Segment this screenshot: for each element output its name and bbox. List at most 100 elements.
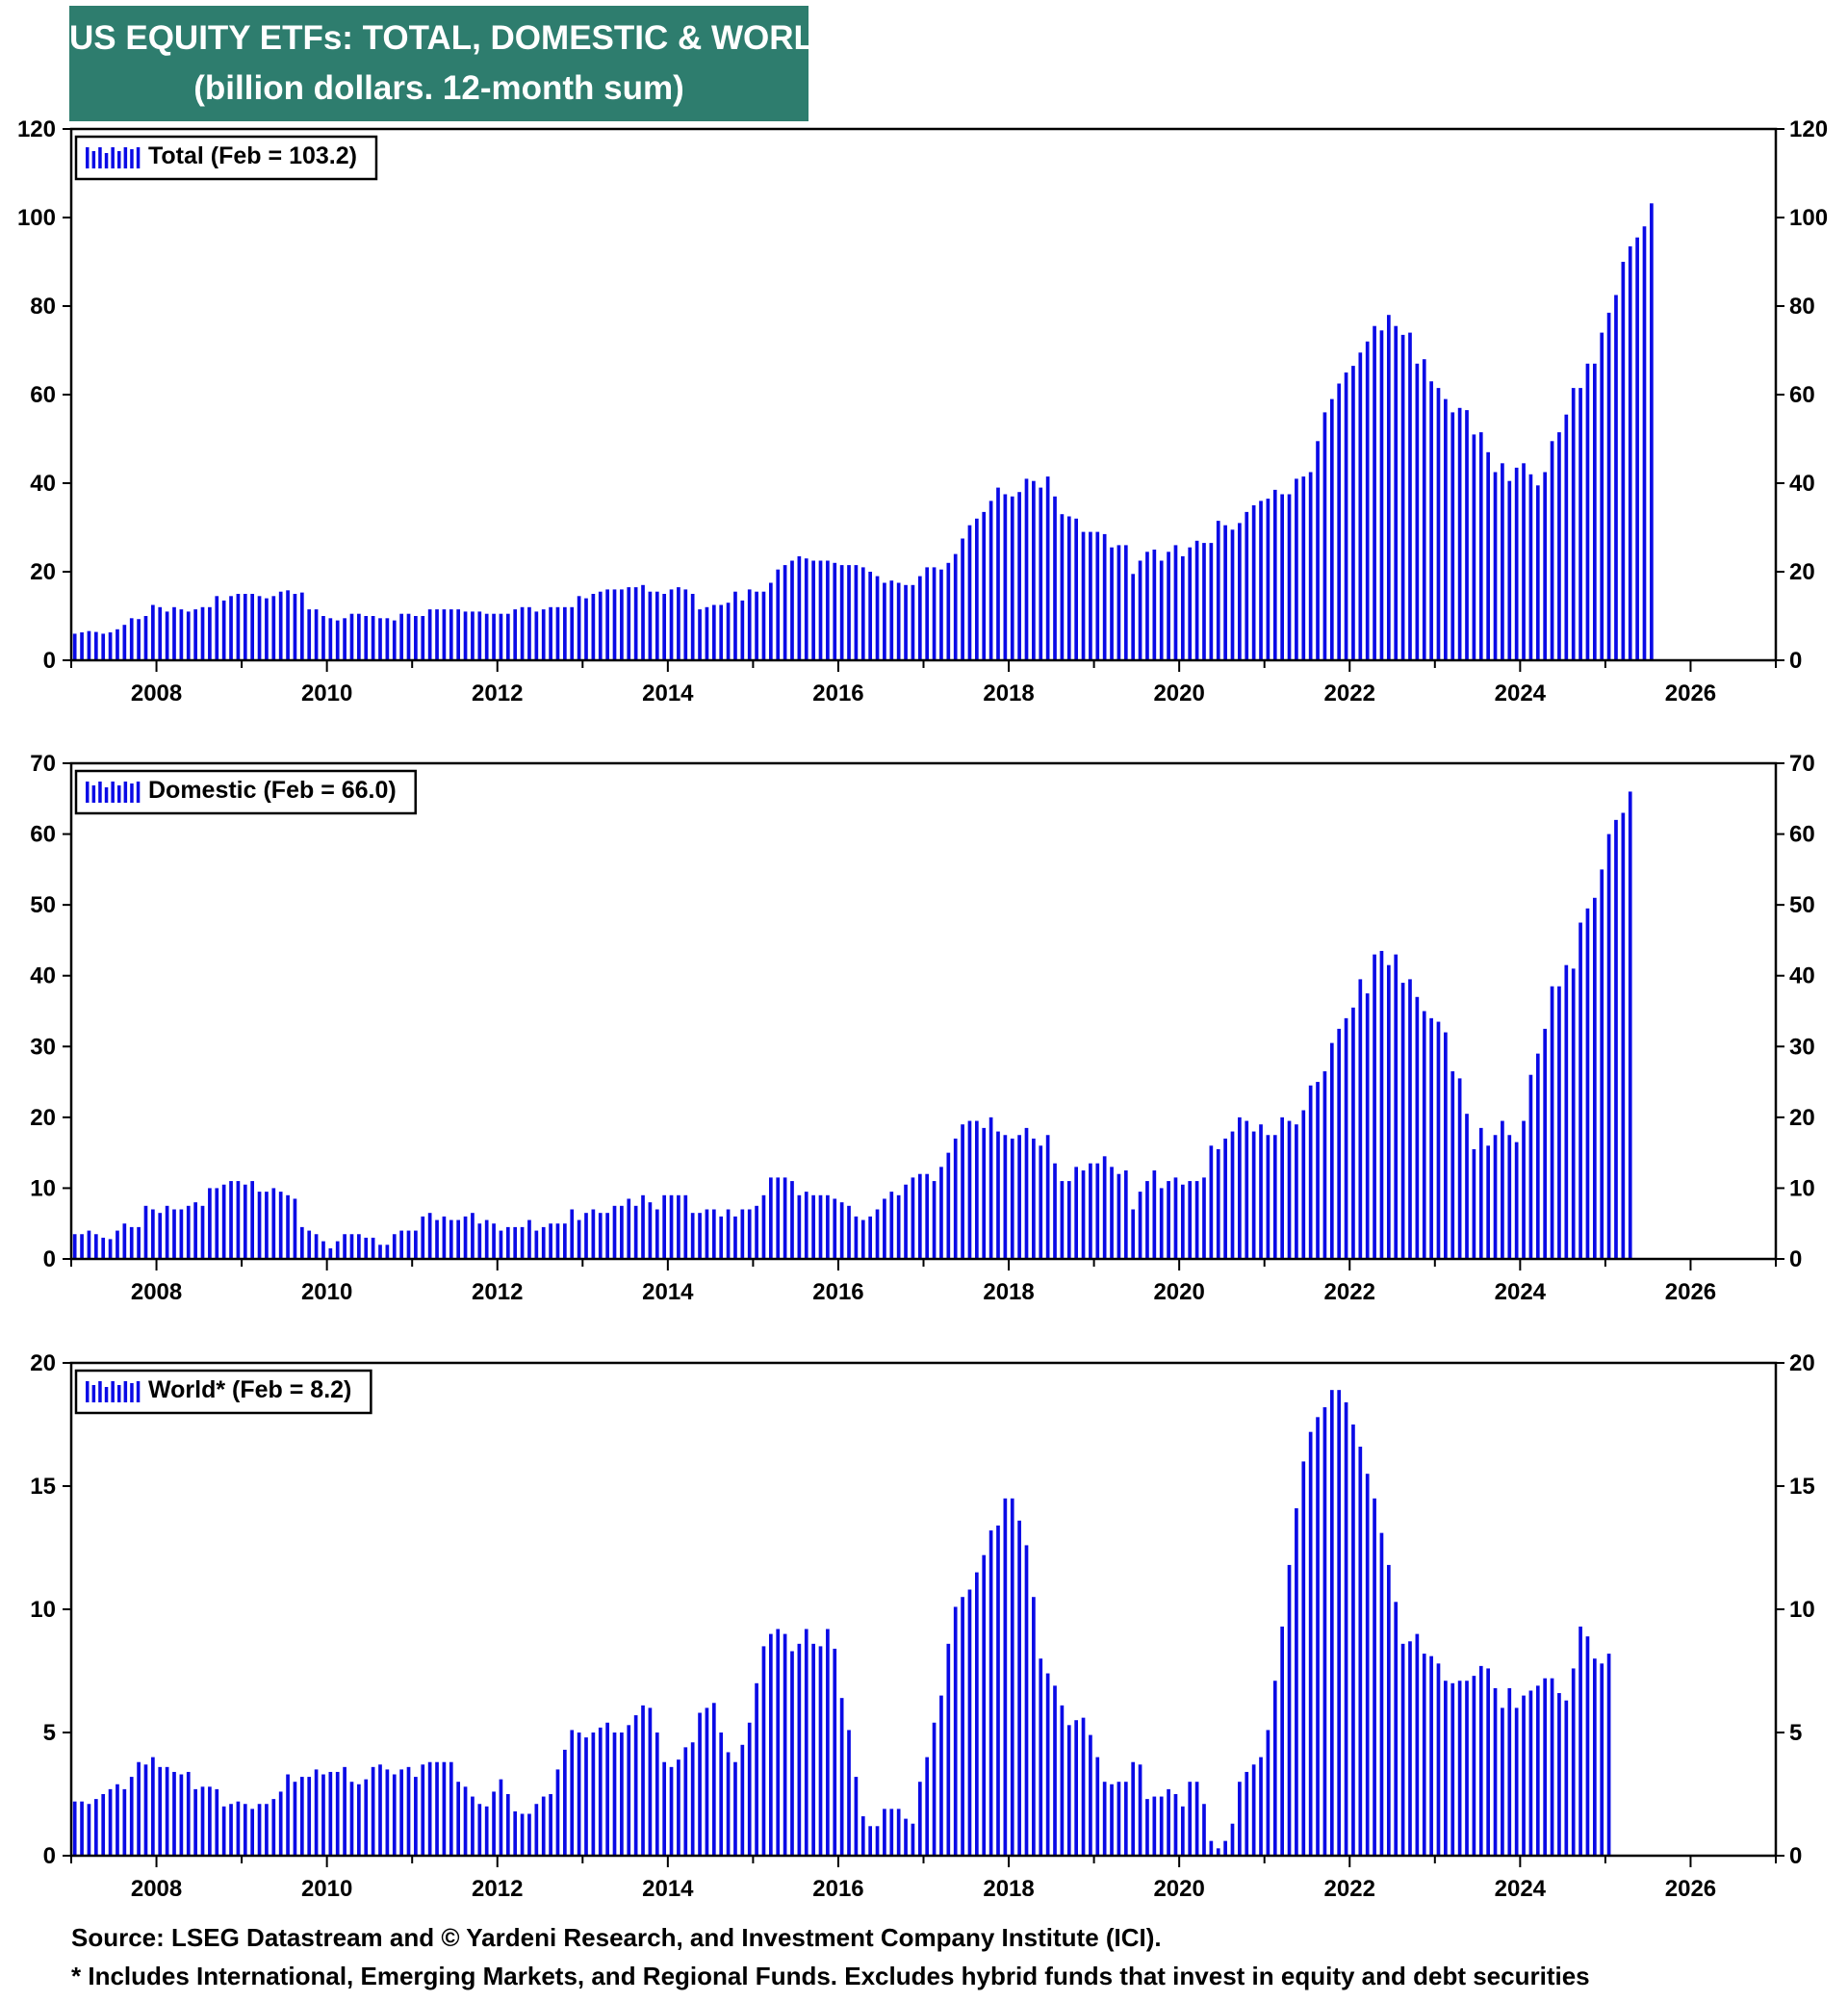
total-bar	[108, 632, 113, 660]
world-bar	[1571, 1668, 1576, 1856]
world-bar	[1081, 1717, 1086, 1856]
domestic-bar	[605, 1213, 609, 1259]
total-ytick-label-left: 0	[43, 648, 56, 674]
world-bar	[1287, 1564, 1292, 1856]
domestic-bar	[335, 1241, 340, 1259]
world-bar	[1528, 1690, 1533, 1856]
domestic-xtick-label: 2014	[642, 1279, 694, 1305]
total-bar	[463, 611, 468, 660]
total-bar	[1074, 518, 1078, 660]
chart-subtitle: (billion dollars. 12-month sum)	[193, 69, 684, 107]
total-bar	[654, 591, 659, 660]
domestic-xtick-label: 2012	[472, 1279, 523, 1305]
total-bar	[1478, 432, 1483, 660]
domestic-bar	[1600, 869, 1604, 1259]
domestic-bar	[1003, 1135, 1008, 1259]
domestic-ytick-label-left: 70	[30, 751, 56, 777]
world-bar	[116, 1784, 119, 1856]
domestic-bar	[996, 1131, 1000, 1259]
total-ytick-label-right: 100	[1789, 205, 1828, 231]
total-bar	[1543, 472, 1548, 660]
world-bar	[1259, 1757, 1263, 1856]
legend-swatch-bar	[86, 782, 90, 803]
total-bar	[1032, 480, 1036, 660]
world-xtick-label: 2020	[1153, 1876, 1204, 1902]
domestic-bar	[1365, 993, 1370, 1259]
world-bar	[1145, 1799, 1149, 1856]
domestic-bar	[1501, 1120, 1504, 1259]
world-bar	[988, 1530, 993, 1856]
total-bar	[1585, 363, 1590, 660]
total-bar	[755, 591, 758, 660]
total-bar	[299, 592, 304, 660]
domestic-bar	[484, 1219, 489, 1259]
domestic-bar	[108, 1239, 113, 1259]
domestic-bar	[1081, 1170, 1086, 1259]
total-bar	[200, 606, 205, 660]
domestic-bar	[698, 1213, 702, 1259]
world-bar	[1351, 1424, 1355, 1856]
legend-swatch-bar	[91, 151, 96, 168]
total-bar	[1003, 494, 1008, 660]
total-bar	[1259, 500, 1263, 660]
total-bar	[1373, 325, 1376, 660]
domestic-bar	[1230, 1131, 1235, 1259]
total-bar	[555, 606, 560, 660]
total-bar	[392, 620, 397, 660]
total-ytick-label-right: 0	[1789, 648, 1802, 674]
domestic-bar	[705, 1209, 709, 1259]
legend-swatch-bar	[104, 787, 109, 803]
world-bar	[591, 1732, 596, 1856]
total-bar	[449, 609, 453, 660]
domestic-bar	[1606, 834, 1611, 1259]
total-bar	[1167, 552, 1170, 660]
world-bar	[711, 1703, 716, 1856]
domestic-bar	[93, 1234, 98, 1259]
world-bar	[826, 1629, 830, 1856]
world-bar	[904, 1818, 908, 1856]
domestic-bar	[662, 1194, 667, 1259]
world-bar	[1272, 1681, 1277, 1856]
world-bar	[221, 1806, 226, 1856]
domestic-bar	[1394, 954, 1399, 1259]
total-bar	[1123, 545, 1128, 660]
total-bar	[1010, 496, 1014, 660]
total-bar	[1408, 332, 1412, 660]
total-bar	[101, 633, 106, 660]
world-bar	[1245, 1771, 1249, 1856]
domestic-bar	[797, 1194, 802, 1259]
legend-swatch-bar	[104, 1387, 109, 1402]
legend-swatch-bar	[86, 147, 90, 168]
domestic-bar	[1110, 1167, 1114, 1259]
world-bar	[726, 1752, 731, 1856]
domestic-bar	[1032, 1138, 1036, 1259]
total-bar	[122, 625, 127, 660]
domestic-bar	[726, 1209, 731, 1259]
domestic-bar	[1344, 1017, 1348, 1259]
domestic-bar	[1074, 1167, 1078, 1259]
domestic-bar	[1266, 1135, 1270, 1259]
world-bar	[172, 1771, 176, 1856]
world-bar	[839, 1698, 844, 1856]
domestic-bar	[925, 1173, 930, 1259]
world-bar	[392, 1774, 397, 1856]
world-bar	[1379, 1532, 1384, 1856]
domestic-bar	[1507, 1135, 1512, 1259]
legend-swatch-bar	[123, 1381, 128, 1402]
total-bar	[286, 590, 290, 660]
world-bar	[1116, 1782, 1121, 1856]
domestic-bar	[1245, 1120, 1249, 1259]
domestic-bar	[833, 1198, 837, 1259]
total-bar	[1116, 545, 1121, 660]
total-bar	[953, 553, 958, 660]
domestic-bar	[1159, 1188, 1164, 1259]
total-bar	[1522, 463, 1526, 660]
total-bar	[1322, 412, 1327, 660]
total-bar	[917, 576, 922, 660]
total-bar	[1280, 494, 1284, 660]
total-bar	[982, 511, 987, 660]
world-bar	[314, 1769, 319, 1856]
domestic-ytick-label-right: 30	[1789, 1034, 1815, 1060]
total-bar	[598, 591, 603, 660]
domestic-bar	[321, 1241, 325, 1259]
